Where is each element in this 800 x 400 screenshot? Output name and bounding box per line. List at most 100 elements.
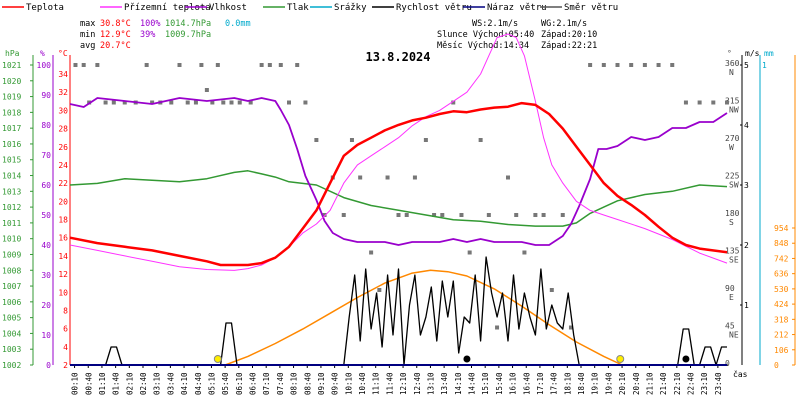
time-tick-label: 06:10 bbox=[235, 372, 244, 395]
pct-tick-label: 100 bbox=[37, 61, 52, 70]
direction-compass-label: N bbox=[729, 68, 734, 77]
time-tick-label: 12:10 bbox=[399, 372, 408, 395]
wind-direction-point bbox=[396, 213, 401, 217]
temp-tick-label: 20 bbox=[58, 197, 68, 206]
temp-tick-label: 6 bbox=[63, 325, 68, 334]
hpa-tick-label: 1005 bbox=[2, 314, 21, 323]
time-tick-label: 20:10 bbox=[618, 372, 627, 395]
moon-marker bbox=[463, 355, 471, 363]
legend-label: Teplota bbox=[26, 3, 64, 13]
time-tick-label: 12:40 bbox=[413, 372, 422, 395]
hpa-tick-label: 1015 bbox=[2, 156, 21, 165]
ms-ticks: 5 4 3 2 1 bbox=[740, 61, 749, 310]
wind-direction-point bbox=[495, 325, 500, 330]
stat-min-label: min bbox=[80, 30, 95, 40]
ms-tick-label: 2 bbox=[744, 241, 749, 250]
wind-direction-point bbox=[287, 100, 291, 105]
series-solar-radiation bbox=[224, 269, 623, 366]
time-tick-label: 16:10 bbox=[509, 372, 518, 395]
time-tick-label: 17:40 bbox=[550, 372, 559, 395]
time-tick-label: 20:40 bbox=[632, 372, 641, 395]
legend-item-srazky: Srážky bbox=[310, 3, 367, 13]
info-moonset: Západ:22:21 bbox=[541, 41, 597, 51]
temp-tick-label: 34 bbox=[58, 70, 68, 79]
hpa-tick-label: 1002 bbox=[2, 361, 21, 370]
wind-direction-point bbox=[229, 100, 234, 105]
time-tick-label: 08:40 bbox=[303, 372, 312, 395]
legend-item-tlak: Tlak bbox=[263, 3, 309, 13]
legend-item-teplota: Teplota bbox=[2, 3, 64, 13]
wind-direction-point bbox=[541, 213, 546, 217]
radiation-tick-label: 106 bbox=[774, 346, 789, 355]
hpa-tick-label: 1006 bbox=[2, 298, 21, 307]
pct-tick-label: 80 bbox=[41, 121, 51, 130]
radiation-tick-label: 848 bbox=[774, 239, 789, 248]
plot-area bbox=[69, 33, 729, 366]
wind-direction-point bbox=[341, 213, 346, 217]
time-tick-label: 04:10 bbox=[180, 372, 189, 395]
time-tick-label: 17:10 bbox=[536, 372, 545, 395]
info-sunset: Západ:20:10 bbox=[541, 30, 597, 40]
ms-tick-label: 5 bbox=[744, 61, 749, 70]
wind-direction-point bbox=[169, 100, 174, 105]
series-temperature bbox=[69, 101, 728, 267]
direction-compass-label: S bbox=[729, 218, 734, 227]
wind-direction-point bbox=[144, 63, 149, 67]
temp-tick-label: 22 bbox=[58, 179, 68, 188]
time-tick-label: 14:10 bbox=[454, 372, 463, 395]
wind-direction-point bbox=[683, 100, 688, 105]
time-tick-label: 09:40 bbox=[331, 372, 340, 395]
direction-compass-label: E bbox=[729, 293, 734, 302]
time-tick-label: 00:10 bbox=[71, 372, 80, 395]
temp-tick-label: 4 bbox=[63, 343, 68, 352]
radiation-tick-label: 636 bbox=[774, 270, 789, 279]
wind-direction-point bbox=[629, 63, 634, 67]
hpa-tick-label: 1010 bbox=[2, 235, 21, 244]
info-block: WS:2.1m/s WG:2.1m/s Slunce Východ:05:40 … bbox=[437, 19, 597, 51]
wind-direction-point bbox=[185, 100, 190, 105]
wind-direction-point bbox=[486, 213, 491, 217]
legend-label: Náraz větru bbox=[487, 3, 547, 13]
sun-marker bbox=[616, 355, 625, 363]
legend-item-vlhkost: Vlhkost bbox=[185, 3, 247, 13]
mm-tick-label: 1 bbox=[762, 61, 767, 70]
legend-label: Přízemní teplota bbox=[124, 3, 211, 13]
temp-ticks: 34 32 30 28 26 24 22 20 18 16 14 12 10 8 6 4 2 bbox=[58, 70, 68, 370]
wind-direction-point bbox=[711, 100, 716, 105]
time-tick-label: 07:40 bbox=[276, 372, 285, 395]
wind-direction-point bbox=[560, 213, 565, 217]
legend-item-naraz-vetru: Náraz větru bbox=[463, 3, 547, 13]
ms-tick-label: 1 bbox=[744, 301, 749, 310]
time-tick-label: 04:40 bbox=[194, 372, 203, 395]
hpa-tick-label: 1014 bbox=[2, 172, 21, 181]
wind-direction-point bbox=[656, 63, 661, 67]
time-tick-label: 13:10 bbox=[426, 372, 435, 395]
time-tick-label: 03:40 bbox=[166, 372, 175, 395]
temp-tick-label: 28 bbox=[58, 125, 68, 134]
time-tick-label: 18:40 bbox=[577, 372, 586, 395]
hpa-tick-label: 1018 bbox=[2, 108, 21, 117]
wind-direction-point bbox=[303, 100, 308, 105]
temp-tick-label: 24 bbox=[58, 161, 68, 170]
time-tick-label: 16:40 bbox=[522, 372, 531, 395]
stat-max-label: max bbox=[80, 19, 95, 29]
wind-direction-point bbox=[278, 63, 283, 67]
direction-degree-label: 45 bbox=[725, 322, 735, 331]
legend-label: Směr větru bbox=[564, 3, 618, 13]
legend: Teplota Přízemní teplota Vlhkost Tlak Sr… bbox=[2, 3, 618, 13]
ms-tick-label: 4 bbox=[744, 121, 749, 130]
wind-direction-point bbox=[73, 63, 78, 67]
time-tick-label: 22:40 bbox=[687, 372, 696, 395]
time-tick-label: 22:10 bbox=[673, 372, 682, 395]
direction-degree-label: 180 bbox=[725, 209, 740, 218]
time-tick-label: 05:40 bbox=[221, 372, 230, 395]
radiation-tick-label: 742 bbox=[774, 254, 789, 263]
hpa-tick-label: 1007 bbox=[2, 282, 21, 291]
direction-compass-label: SW bbox=[729, 181, 739, 190]
ms-tick-label: 3 bbox=[744, 181, 749, 190]
wind-direction-point bbox=[248, 100, 253, 105]
wind-direction-point bbox=[514, 213, 519, 217]
wind-direction-point bbox=[81, 63, 86, 67]
pct-tick-label: 40 bbox=[41, 241, 51, 250]
wind-direction-point bbox=[725, 100, 729, 105]
